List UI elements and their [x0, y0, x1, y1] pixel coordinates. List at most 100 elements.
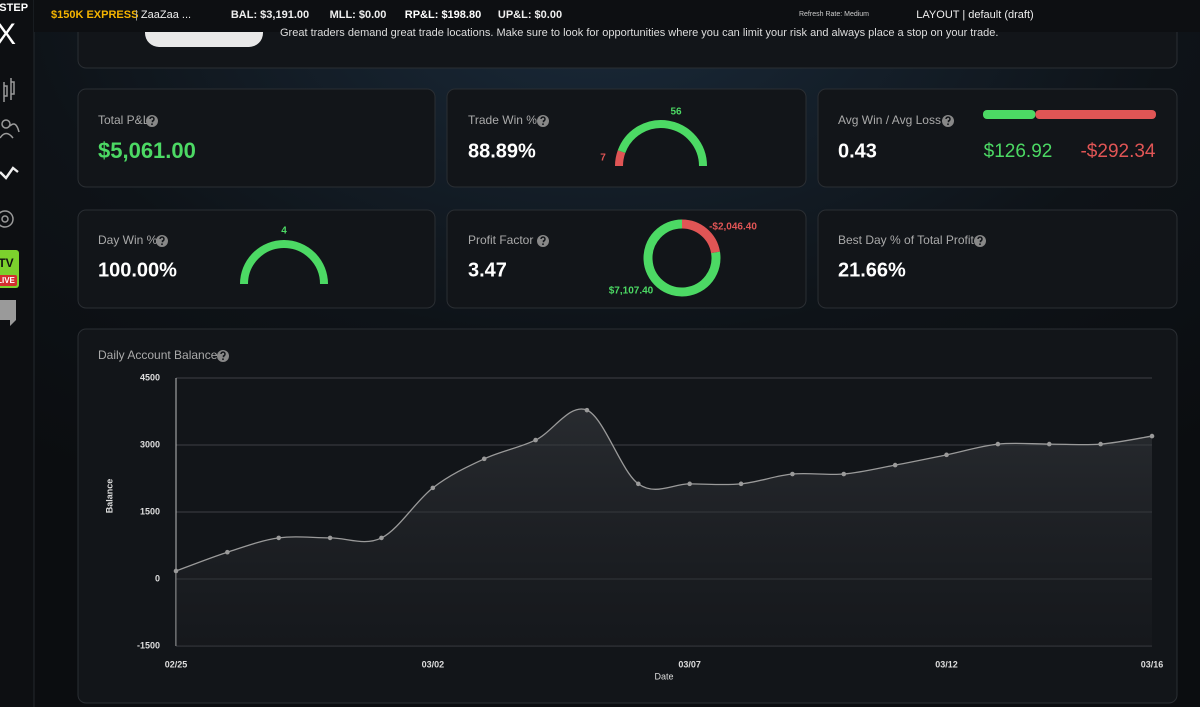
x-tick-label: 02/25	[165, 659, 188, 669]
layout-text: LAYOUT | default (draft)	[916, 9, 1033, 21]
gauge-win	[617, 120, 707, 167]
balance-point	[327, 535, 333, 541]
logo-text: PSTEP	[0, 2, 28, 14]
live-badge	[0, 275, 17, 286]
donut-loss	[681, 219, 720, 254]
help-icon	[161, 243, 163, 246]
balance-point	[276, 535, 282, 541]
balance-point	[1098, 441, 1103, 447]
y-tick-label: 3000	[140, 439, 160, 449]
balance-point	[892, 462, 898, 468]
bal-text: BAL: $3,191.00	[231, 9, 309, 21]
balance-point	[944, 452, 949, 458]
help-icon	[979, 243, 981, 246]
stat-card	[446, 209, 807, 309]
card-value: 0.43	[838, 140, 877, 162]
help-icon	[540, 236, 546, 243]
card-label: Avg Win / Avg Loss	[838, 113, 941, 127]
help-icon	[977, 236, 983, 243]
balance-point	[379, 535, 384, 541]
refresh-text: Refresh Rate: Medium	[799, 11, 869, 18]
live-text: LIVE	[0, 276, 16, 285]
help-icon	[149, 116, 155, 123]
x-tick-label: 03/02	[422, 659, 445, 669]
y-axis-label: Balance	[104, 479, 114, 514]
help-icon	[542, 123, 544, 126]
sidebar	[0, 0, 34, 707]
gauge-win-label: 4	[281, 226, 287, 237]
help-icon	[222, 358, 224, 361]
card-value: 88.89%	[468, 140, 536, 162]
balance-point	[841, 471, 847, 477]
help-icon	[220, 351, 226, 358]
stat-card	[817, 209, 1178, 309]
avg-loss-bar	[1035, 110, 1156, 119]
help-icon	[542, 243, 544, 246]
y-tick-label: 4500	[140, 372, 160, 382]
balance-point	[481, 456, 487, 462]
help-icon[interactable]	[0, 300, 16, 326]
x-tick-label: 03/12	[935, 659, 958, 669]
balance-point	[687, 481, 692, 487]
gauge-loss	[615, 150, 626, 167]
balance-point	[1046, 441, 1052, 447]
help-icon	[947, 123, 949, 126]
mll-text: MLL: $0.00	[330, 9, 387, 21]
gauge-win-label: 56	[670, 107, 682, 118]
balance-point	[636, 481, 641, 487]
donut-profit	[643, 219, 721, 297]
y-tick-label: 0	[155, 573, 160, 583]
y-tick-label: -1500	[137, 640, 160, 650]
x-tick-label: 03/16	[1141, 659, 1164, 669]
topbar-overlay	[34, 0, 1200, 32]
chart-title: Daily Account Balance	[98, 348, 218, 362]
upl-text: UP&L: $0.00	[498, 9, 562, 21]
balance-line	[175, 408, 1153, 572]
avg-loss-text: -$292.34	[1080, 141, 1155, 162]
balance-area	[176, 408, 1152, 646]
account-user: | ZaaZaa ...	[135, 9, 191, 21]
help-icon	[151, 123, 153, 126]
card-value: $5,061.00	[98, 138, 196, 163]
users-icon[interactable]	[1, 119, 11, 129]
x-tick-label: 03/07	[678, 659, 701, 669]
card-label: Profit Factor	[468, 233, 533, 247]
users-icon	[0, 123, 20, 139]
stat-card	[77, 88, 436, 188]
card-value: 21.66%	[838, 259, 906, 281]
balance-point	[995, 441, 1001, 447]
card-label: Total P&L	[98, 113, 150, 127]
chart-icon[interactable]	[3, 78, 15, 102]
help-icon	[945, 116, 951, 123]
banner-text: Great traders demand great trade locatio…	[280, 27, 998, 39]
account-name: $150K EXPRESS	[51, 9, 138, 21]
stat-card	[817, 88, 1178, 188]
account-user-text: ZaaZaa ...	[141, 9, 191, 21]
balance-point	[790, 471, 795, 477]
card-value: 100.00%	[98, 259, 177, 281]
balance-point	[738, 481, 744, 487]
tv-text: TV	[0, 256, 14, 270]
stats-icon[interactable]	[0, 166, 19, 180]
balance-point	[533, 437, 538, 443]
card-label: Trade Win %	[468, 113, 537, 127]
avg-win-bar	[983, 110, 1036, 119]
balance-point	[430, 485, 436, 491]
donut-loss-label: -$2,046.40	[709, 222, 757, 233]
card-value: 3.47	[468, 259, 507, 281]
rpl-text: RP&L: $198.80	[405, 9, 481, 21]
help-icon	[159, 236, 165, 243]
gauge-win	[240, 240, 328, 285]
balance-point	[173, 568, 179, 574]
y-tick-label: 1500	[140, 506, 160, 516]
donut-profit-label: $7,107.40	[609, 286, 654, 297]
avg-win-text: $126.92	[984, 141, 1053, 162]
settings-icon	[1, 215, 9, 223]
x-axis-label: Date	[654, 671, 673, 681]
gauge-loss-label: 7	[600, 153, 606, 164]
logo-mark: X	[0, 18, 16, 51]
card-label: Best Day % of Total Profit	[838, 233, 975, 247]
settings-icon[interactable]	[0, 210, 14, 228]
sidebar-icons	[0, 78, 20, 228]
